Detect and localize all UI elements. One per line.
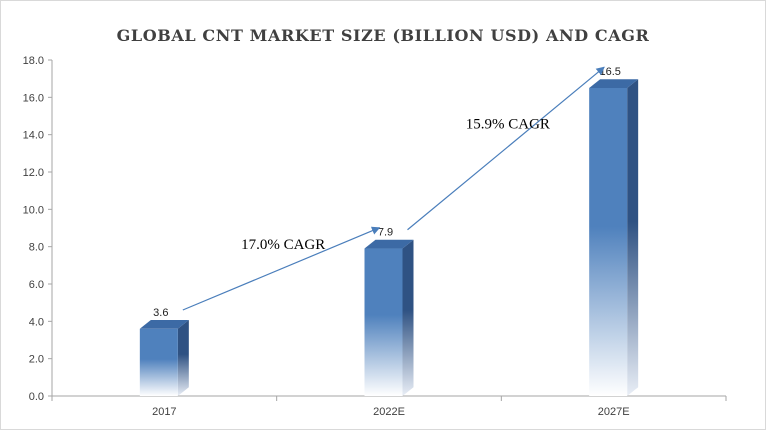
x-tick-label: 2022E [373,406,405,418]
data-label: 7.9 [378,227,393,239]
cagr-label: 17.0% CAGR [241,237,325,253]
x-tick-label: 2017 [152,406,176,418]
x-tick-label: 2027E [598,406,630,418]
bar-top-2017 [139,320,189,329]
bar-side-2027E [627,79,639,396]
axes: 0.0 2.0 4.0 6.0 8.0 10.0 12.0 14.0 16.0 18.0 2017 2… [23,55,727,418]
y-tick-label: 8.0 [29,242,44,254]
y-tick-label: 18.0 [23,55,44,67]
data-label: 3.6 [153,307,168,319]
y-tick-label: 4.0 [29,316,44,328]
y-tick-label: 10.0 [23,204,44,216]
y-tick-label: 16.0 [23,92,44,104]
bar-side-2022E [402,239,414,396]
bar-side-2017 [177,320,189,396]
y-tick-label: 12.0 [23,167,44,179]
bar-top-2027E [589,79,639,88]
y-tick-label: 0.0 [29,391,44,403]
cagr-label: 15.9% CAGR [466,116,550,132]
y-tick-label: 2.0 [29,354,44,366]
y-tick-label: 6.0 [29,279,44,291]
bars-group [139,79,639,396]
bar-2022E [364,248,403,396]
y-tick-label: 14.0 [23,130,44,142]
chart-title: GLOBAL CNT MARKET SIZE (BILLION USD) AND… [116,26,650,45]
bar-2017 [139,328,178,396]
cagr-arrow [407,66,605,231]
cagr-arrow [182,226,381,311]
bar-top-2022E [364,239,414,249]
bar-2027E [589,88,628,396]
